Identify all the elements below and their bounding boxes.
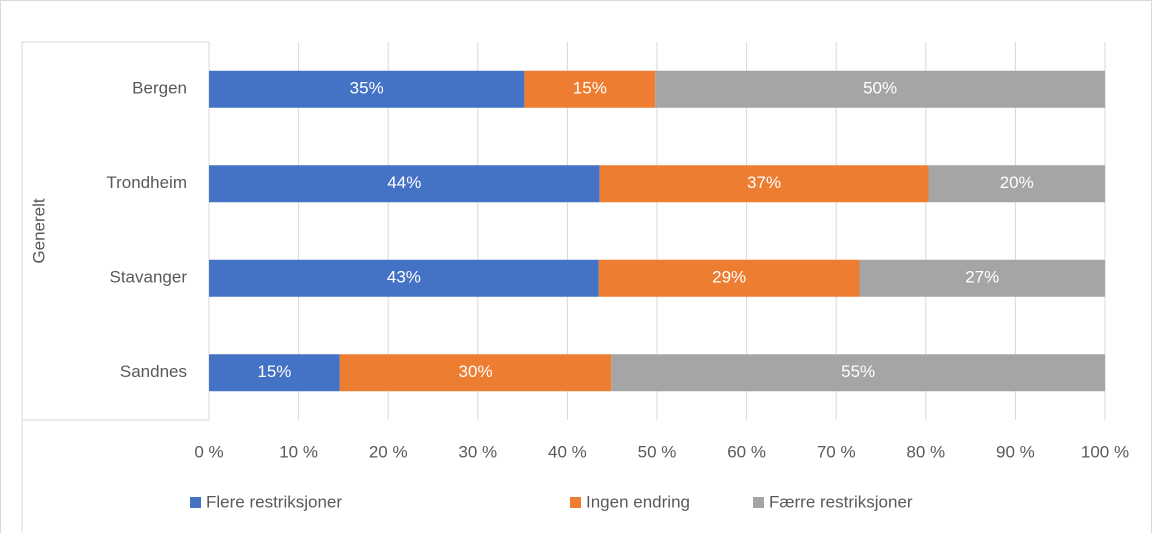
x-tick-label: 60 % <box>727 442 766 461</box>
bar-segment <box>611 354 1105 392</box>
y-tick-label: Bergen <box>132 79 187 98</box>
data-label: 50% <box>863 79 897 98</box>
data-label: 37% <box>747 173 781 192</box>
bar-segment <box>339 354 612 392</box>
x-tick-label: 20 % <box>369 442 408 461</box>
y-tick-label: Sandnes <box>120 362 187 381</box>
bar-segment <box>524 70 656 108</box>
group-bracket <box>21 41 209 533</box>
group-label: Generelt <box>29 198 48 263</box>
bar-segment <box>209 354 340 392</box>
legend-label: Ingen endring <box>586 492 690 511</box>
x-tick-label: 70 % <box>817 442 856 461</box>
bar-segment <box>209 259 599 297</box>
bar-segment <box>859 259 1105 297</box>
x-tick-label: 10 % <box>279 442 318 461</box>
data-label: 29% <box>712 268 746 287</box>
x-tick-label: 30 % <box>458 442 497 461</box>
bar-segment <box>599 165 929 203</box>
x-tick-label: 50 % <box>638 442 677 461</box>
legend-swatch <box>570 497 581 508</box>
x-tick-label: 80 % <box>906 442 945 461</box>
x-tick-label: 100 % <box>1081 442 1129 461</box>
x-tick-label: 90 % <box>996 442 1035 461</box>
legend-swatch <box>190 497 201 508</box>
data-label: 20% <box>1000 173 1034 192</box>
data-label: 55% <box>841 362 875 381</box>
data-label: 15% <box>573 79 607 98</box>
y-tick-label: Stavanger <box>110 268 188 287</box>
data-label: 30% <box>459 362 493 381</box>
bar-segment <box>598 259 860 297</box>
y-tick-label: Trondheim <box>106 173 187 192</box>
data-label: 44% <box>387 173 421 192</box>
bar-segment <box>928 165 1105 203</box>
bar-segment <box>209 70 525 108</box>
bar-segment <box>655 70 1105 108</box>
x-tick-label: 40 % <box>548 442 587 461</box>
data-label: 35% <box>350 79 384 98</box>
data-label: 27% <box>965 268 999 287</box>
data-label: 15% <box>257 362 291 381</box>
x-tick-label: 0 % <box>194 442 223 461</box>
legend-swatch <box>753 497 764 508</box>
legend-label: Færre restriksjoner <box>769 492 913 511</box>
bar-segment <box>209 165 600 203</box>
data-label: 43% <box>387 268 421 287</box>
legend-label: Flere restriksjoner <box>206 492 342 511</box>
